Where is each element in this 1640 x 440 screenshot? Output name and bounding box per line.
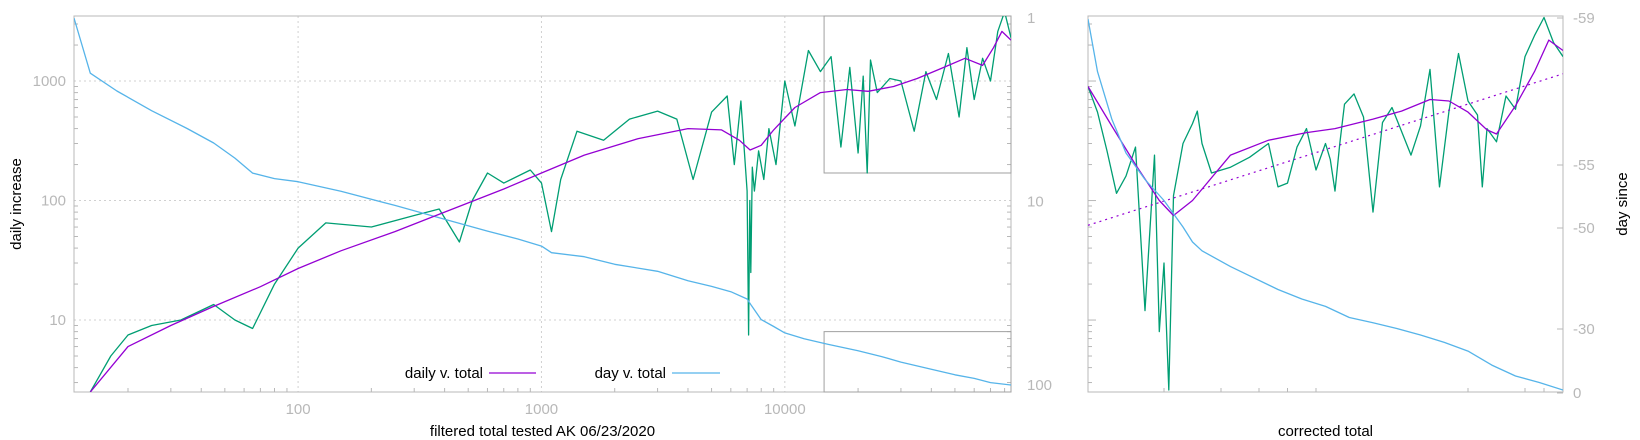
y2-tick-label: -55 bbox=[1573, 157, 1595, 174]
right-chart: -59 -55 -50 -30 0 corrected total day since bbox=[1088, 10, 1631, 440]
y-tick-label: 100 bbox=[41, 193, 66, 210]
x-tick-label: 1000 bbox=[525, 401, 558, 418]
y2-tick-label: 0 bbox=[1573, 385, 1581, 402]
legend-label: daily v. total bbox=[405, 365, 483, 382]
y-tick-label: 1000 bbox=[33, 73, 66, 90]
x-tick-label: 10000 bbox=[764, 401, 806, 418]
y2-axis-label: day since bbox=[1614, 172, 1631, 235]
y2-tick-label: -59 bbox=[1573, 10, 1595, 27]
y-tick-label: 10 bbox=[49, 312, 66, 329]
series-line-1 bbox=[1088, 40, 1563, 215]
series-line-2 bbox=[1088, 74, 1563, 226]
legend: daily v. total day v. total bbox=[405, 365, 720, 382]
x-axis-label: corrected total bbox=[1278, 423, 1373, 440]
series-line-1 bbox=[90, 12, 1011, 392]
inset-box bbox=[824, 332, 1011, 392]
plot-frame bbox=[1088, 16, 1563, 392]
series-line-3 bbox=[1088, 19, 1563, 390]
y2-tick-label: 10 bbox=[1027, 194, 1044, 211]
x-axis-label: filtered total tested AK 06/23/2020 bbox=[430, 423, 655, 440]
y2-tick-label: 1 bbox=[1027, 10, 1035, 27]
left-chart: 100 1000 10000 10 100 1000 1 10 100 filtered tota… bbox=[8, 10, 1052, 440]
y2-tick-label: 100 bbox=[1027, 377, 1052, 394]
series-line-0 bbox=[90, 31, 1011, 392]
series-line-0 bbox=[1088, 18, 1563, 391]
y2-tick-label: -50 bbox=[1573, 220, 1595, 237]
x-tick-label: 100 bbox=[286, 401, 311, 418]
y-axis-label: daily increase bbox=[8, 158, 25, 250]
legend-label: day v. total bbox=[595, 365, 666, 382]
y2-tick-label: -30 bbox=[1573, 321, 1595, 338]
